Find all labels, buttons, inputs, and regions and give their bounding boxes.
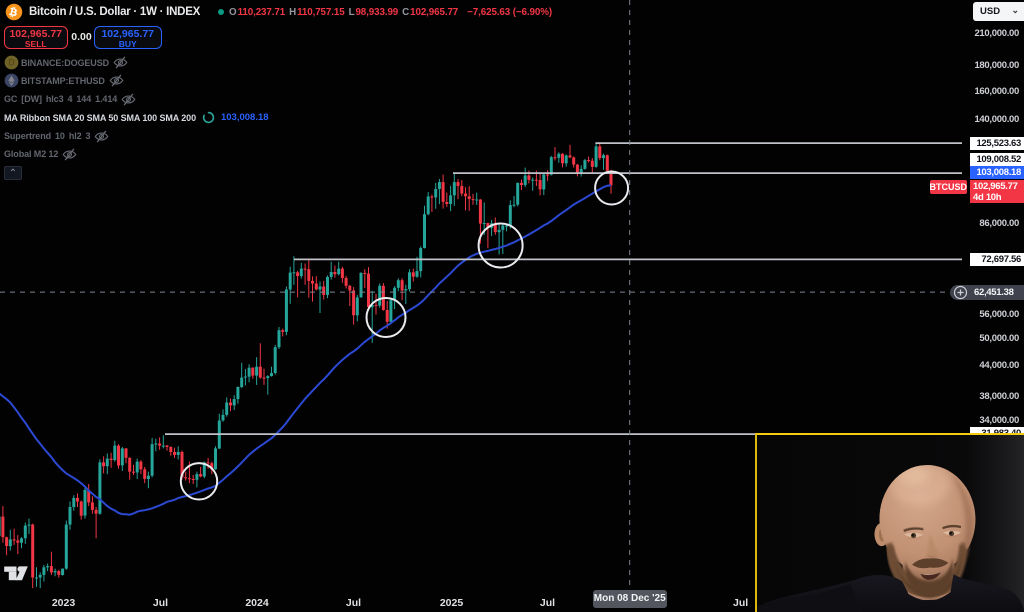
svg-text:D: D <box>8 58 14 68</box>
